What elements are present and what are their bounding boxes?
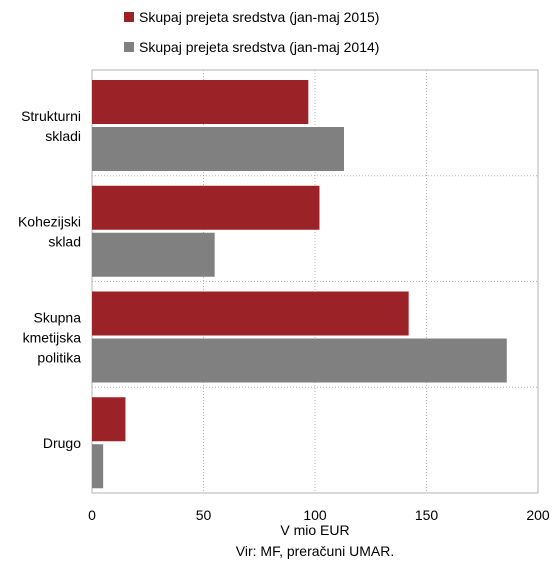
legend-label-2014: Skupaj prejeta sredstva (jan-maj 2014) [139,39,379,55]
bar-2015 [92,397,126,442]
category-label: Drugo [43,435,81,451]
category-label-line: Skupna [34,309,82,325]
x-tick-label: 100 [303,507,327,523]
category-label: Kohezijski sklad [18,214,81,250]
category-label-line: sklad [48,234,81,250]
legend-swatch-2015 [124,12,134,22]
category-label-line: skladi [45,128,81,144]
bar-2014 [92,127,344,171]
category-label: Strukturni skladi [21,108,81,144]
source-note: Vir: MF, preračuni UMAR. [236,543,394,559]
bar-2015 [92,185,320,230]
bar-2014 [92,338,507,383]
legend-swatch-2014 [124,42,134,52]
plot-area: 0 50 100 150 200 Strukturni skladi Kohezijski sk… [18,69,550,523]
category-label-line: Kohezijski [18,214,81,230]
legend-label-2015: Skupaj prejeta sredstva (jan-maj 2015) [139,9,379,25]
category-label-line: Drugo [43,435,81,451]
x-tick-label: 200 [526,507,550,523]
bar-2014 [92,444,104,489]
category-label-line: Strukturni [21,108,81,124]
bar-2015 [92,291,409,336]
legend: Skupaj prejeta sredstva (jan-maj 2015) S… [124,9,379,55]
bar-2014 [92,232,215,277]
x-tick-label: 150 [415,507,439,523]
category-label-line: kmetijska [23,329,82,345]
category-label: Skupna kmetijska politika [23,309,82,365]
bar-2015 [92,80,309,124]
x-tick-label: 50 [196,507,212,523]
category-label-line: politika [37,349,81,365]
x-tick-label: 0 [88,507,96,523]
x-axis-title: V mio EUR [280,522,349,538]
